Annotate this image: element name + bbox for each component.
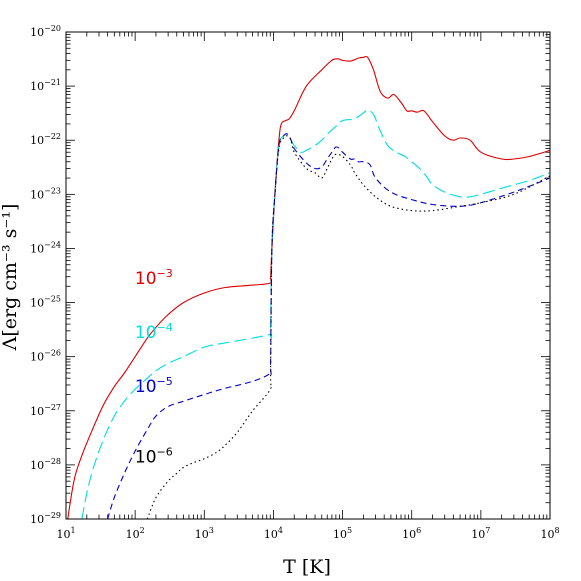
y-tick-label: 10−24 [30,240,61,255]
series-labels: 10−3 10−4 10−5 10−6 [135,267,173,468]
y-tick-label: 10−21 [30,78,61,93]
series-line-1 [67,55,550,519]
y-tick-label: 10−23 [30,186,61,201]
series-line-2 [81,109,550,519]
y-tick-label: 10−29 [30,511,61,526]
x-axis-title: T [K] [283,556,331,578]
y-tick-label: 10−26 [30,349,61,364]
axis-tick-labels: 101 102 103 104 105 106 107 108 10−29 10−28 10−27 1… [30,24,559,541]
y-axis-title: Λ[erg cm⁻³ s⁻¹] [0,204,21,352]
x-tick-label: 101 [56,526,75,541]
series-line-4 [146,135,550,519]
x-tick-label: 106 [402,526,421,541]
y-tick-label: 10−27 [30,403,61,418]
axis-ticks [65,31,551,520]
y-tick-label: 10−20 [30,24,61,39]
plot-frame [65,31,551,520]
series-line-3 [107,133,550,519]
x-tick-label: 103 [195,526,214,541]
series-label-4: 10−6 [135,446,173,468]
series-lines [67,55,550,519]
series-label-1: 10−3 [135,267,173,289]
x-tick-label: 102 [126,526,145,541]
x-tick-label: 107 [471,526,490,541]
x-tick-label: 105 [333,526,352,541]
series-label-3: 10−5 [135,375,173,397]
y-tick-label: 10−25 [30,295,61,310]
x-tick-label: 108 [540,526,559,541]
y-tick-label: 10−28 [30,457,61,472]
y-tick-label: 10−22 [30,132,61,147]
series-label-2: 10−4 [135,321,173,343]
x-tick-label: 104 [264,526,283,541]
